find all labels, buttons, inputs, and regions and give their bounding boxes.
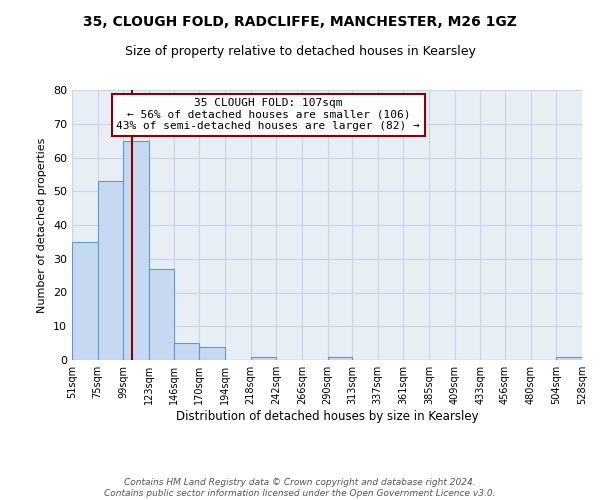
Bar xyxy=(251,356,276,360)
Bar xyxy=(328,356,352,360)
Text: 35, CLOUGH FOLD, RADCLIFFE, MANCHESTER, M26 1GZ: 35, CLOUGH FOLD, RADCLIFFE, MANCHESTER, … xyxy=(83,15,517,29)
Bar xyxy=(199,346,225,360)
Bar xyxy=(149,269,173,360)
Bar xyxy=(98,181,124,360)
Bar xyxy=(173,343,199,360)
Text: 35 CLOUGH FOLD: 107sqm
← 56% of detached houses are smaller (106)
43% of semi-de: 35 CLOUGH FOLD: 107sqm ← 56% of detached… xyxy=(116,98,420,132)
Text: Size of property relative to detached houses in Kearsley: Size of property relative to detached ho… xyxy=(125,45,475,58)
Bar xyxy=(556,356,582,360)
Bar xyxy=(72,242,98,360)
Text: Contains HM Land Registry data © Crown copyright and database right 2024.
Contai: Contains HM Land Registry data © Crown c… xyxy=(104,478,496,498)
X-axis label: Distribution of detached houses by size in Kearsley: Distribution of detached houses by size … xyxy=(176,410,478,423)
Bar xyxy=(124,140,149,360)
Y-axis label: Number of detached properties: Number of detached properties xyxy=(37,138,47,312)
